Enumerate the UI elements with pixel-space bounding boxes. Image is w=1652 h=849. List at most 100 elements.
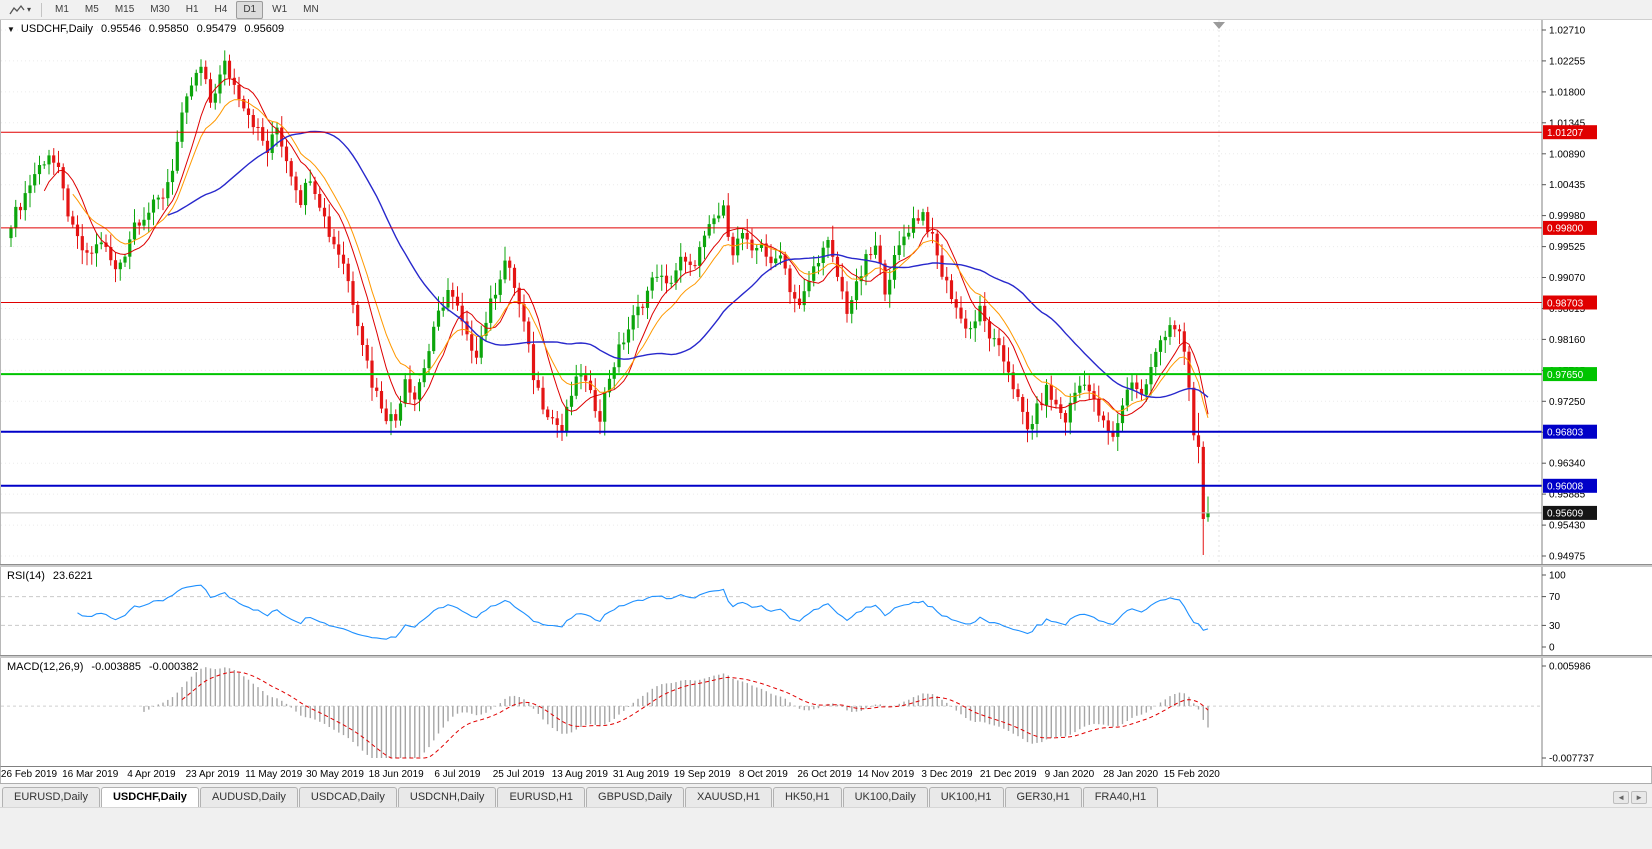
macd-chart-canvas[interactable]: 0.005986 -0.007737 bbox=[1, 658, 1652, 766]
panel-splitter[interactable] bbox=[0, 655, 1652, 658]
date-label: 25 Jul 2019 bbox=[492, 769, 545, 780]
tab-gbpusd-daily[interactable]: GBPUSD,Daily bbox=[586, 787, 684, 807]
tab-usdcnh-daily[interactable]: USDCNH,Daily bbox=[397, 787, 497, 807]
tab-usdcad-daily[interactable]: USDCAD,Daily bbox=[298, 787, 397, 807]
svg-text:0.99070: 0.99070 bbox=[1549, 273, 1586, 284]
date-label: 21 Dec 2019 bbox=[979, 769, 1037, 780]
rsi-label: RSI(14) bbox=[7, 570, 45, 582]
chart-title: ▼ USDCHF,Daily 0.95546 0.95850 0.95479 0… bbox=[7, 23, 284, 35]
status-bar bbox=[0, 807, 1652, 849]
tab-scroll-left-button[interactable]: ◄ bbox=[1613, 791, 1630, 804]
date-label: 8 Oct 2019 bbox=[738, 769, 788, 780]
tab-eurusd-daily[interactable]: EURUSD,Daily bbox=[2, 787, 100, 807]
tab-ger30-h1[interactable]: GER30,H1 bbox=[1004, 787, 1082, 807]
chart-tab-bar: EURUSD,Daily USDCHF,Daily AUDUSD,Daily USDC… bbox=[0, 783, 1652, 807]
timeframe-button-m1[interactable]: M1 bbox=[55, 3, 69, 15]
svg-text:1.00435: 1.00435 bbox=[1549, 180, 1586, 191]
svg-text:0.94975: 0.94975 bbox=[1549, 552, 1586, 563]
svg-text:30: 30 bbox=[1549, 621, 1561, 632]
date-label: 28 Jan 2020 bbox=[1103, 769, 1159, 780]
svg-text:0.96008: 0.96008 bbox=[1547, 482, 1584, 493]
date-label: 9 Jan 2020 bbox=[1044, 769, 1095, 780]
macd-label: MACD(12,26,9) bbox=[7, 661, 84, 673]
macd-signal-value: -0.000382 bbox=[148, 661, 199, 673]
svg-text:1.02710: 1.02710 bbox=[1549, 26, 1586, 37]
date-label: 18 Jun 2019 bbox=[368, 769, 424, 780]
timeframe-buttons: M1 M5 M15 M30 H1 H4 D1 W1 MN bbox=[48, 0, 326, 19]
tab-eurusd-h1[interactable]: EURUSD,H1 bbox=[497, 787, 586, 807]
tab-uk100-daily[interactable]: UK100,Daily bbox=[842, 787, 928, 807]
svg-text:0.97250: 0.97250 bbox=[1549, 397, 1586, 408]
main-chart-panel[interactable]: ▼ USDCHF,Daily 0.95546 0.95850 0.95479 0… bbox=[0, 20, 1652, 564]
svg-text:0.95609: 0.95609 bbox=[1547, 509, 1584, 520]
svg-text:0.98703: 0.98703 bbox=[1547, 298, 1584, 309]
svg-text:1.01207: 1.01207 bbox=[1547, 128, 1584, 139]
tab-xauusd-h1[interactable]: XAUUSD,H1 bbox=[684, 787, 772, 807]
svg-text:70: 70 bbox=[1549, 592, 1561, 603]
timeframe-button-w1[interactable]: W1 bbox=[272, 3, 288, 15]
timeframe-button-m30[interactable]: M30 bbox=[150, 3, 170, 15]
ohlc-high: 0.95850 bbox=[148, 23, 189, 35]
toolbar: ▾ M1 M5 M15 M30 H1 H4 D1 W1 MN bbox=[0, 0, 1652, 20]
timeframe-button-mn[interactable]: MN bbox=[303, 3, 319, 15]
date-label: 16 Mar 2019 bbox=[62, 769, 119, 780]
date-label: 26 Feb 2019 bbox=[0, 769, 58, 780]
rsi-value: 23.6221 bbox=[52, 570, 93, 582]
timeframe-button-d1[interactable]: D1 bbox=[236, 0, 264, 19]
svg-text:0.96340: 0.96340 bbox=[1549, 459, 1586, 470]
tab-uk100-h1[interactable]: UK100,H1 bbox=[928, 787, 1004, 807]
date-axis[interactable]: 26 Feb 2019 16 Mar 2019 4 Apr 2019 23 Apr 2… bbox=[0, 766, 1652, 783]
date-label: 13 Aug 2019 bbox=[551, 769, 608, 780]
price-chart-canvas[interactable]: 1.02710 1.02255 1.01800 1.01345 1.00890 1.004… bbox=[1, 20, 1652, 564]
date-label: 11 May 2019 bbox=[245, 769, 303, 780]
svg-text:0.96803: 0.96803 bbox=[1547, 428, 1584, 439]
svg-text:0.99980: 0.99980 bbox=[1549, 211, 1586, 222]
date-label: 23 Apr 2019 bbox=[185, 769, 240, 780]
timeframe-button-m15[interactable]: M15 bbox=[114, 3, 135, 15]
timeframe-button-h1[interactable]: H1 bbox=[185, 3, 199, 15]
line-chart-icon bbox=[9, 4, 25, 14]
svg-text:0.99525: 0.99525 bbox=[1549, 242, 1586, 253]
tab-audusd-daily[interactable]: AUDUSD,Daily bbox=[199, 787, 298, 807]
tab-scroll-controls: ◄ ► bbox=[1610, 791, 1650, 807]
svg-text:0: 0 bbox=[1549, 643, 1555, 654]
toolbar-separator bbox=[41, 2, 43, 17]
macd-title: MACD(12,26,9) -0.003885 -0.000382 bbox=[7, 661, 199, 673]
timeframe-button-h4[interactable]: H4 bbox=[214, 3, 228, 15]
svg-text:100: 100 bbox=[1549, 571, 1566, 582]
date-label: 15 Feb 2020 bbox=[1163, 769, 1220, 780]
chevron-down-icon: ▾ bbox=[27, 4, 32, 14]
svg-text:1.01800: 1.01800 bbox=[1549, 87, 1586, 98]
svg-text:0.005986: 0.005986 bbox=[1549, 662, 1591, 673]
panel-splitter[interactable] bbox=[0, 564, 1652, 567]
macd-panel[interactable]: MACD(12,26,9) -0.003885 -0.000382 0.0059… bbox=[0, 658, 1652, 766]
date-label: 26 Oct 2019 bbox=[797, 769, 852, 780]
svg-text:0.95885: 0.95885 bbox=[1549, 490, 1586, 501]
ohlc-open: 0.95546 bbox=[101, 23, 141, 35]
tab-fra40-h1[interactable]: FRA40,H1 bbox=[1082, 787, 1159, 807]
ohlc-close: 0.95609 bbox=[244, 23, 285, 35]
svg-text:1.01345: 1.01345 bbox=[1549, 118, 1586, 129]
date-label: 4 Apr 2019 bbox=[127, 769, 176, 780]
chart-symbol: USDCHF,Daily bbox=[20, 23, 94, 35]
tab-hk50-h1[interactable]: HK50,H1 bbox=[772, 787, 842, 807]
rsi-chart-canvas[interactable]: 100 70 30 0 bbox=[1, 567, 1652, 655]
timeframe-button-m5[interactable]: M5 bbox=[84, 3, 99, 15]
date-label: 14 Nov 2019 bbox=[857, 769, 915, 780]
date-label: 31 Aug 2019 bbox=[612, 769, 670, 780]
svg-text:1.00890: 1.00890 bbox=[1549, 149, 1586, 160]
chart-type-button[interactable]: ▾ bbox=[5, 3, 35, 17]
tab-usdchf-daily[interactable]: USDCHF,Daily bbox=[100, 787, 199, 807]
tab-scroll-right-button[interactable]: ► bbox=[1631, 791, 1647, 804]
date-label: 30 May 2019 bbox=[306, 769, 364, 780]
date-label: 3 Dec 2019 bbox=[921, 769, 973, 780]
ohlc-low: 0.95479 bbox=[196, 23, 237, 35]
rsi-panel[interactable]: RSI(14) 23.6221 100 70 30 0 bbox=[0, 567, 1652, 655]
one-click-trading-arrow-icon[interactable]: ▼ bbox=[7, 24, 15, 34]
svg-text:1.02255: 1.02255 bbox=[1549, 56, 1586, 67]
date-label: 6 Jul 2019 bbox=[434, 769, 481, 780]
date-label: 19 Sep 2019 bbox=[673, 769, 731, 780]
svg-text:0.95430: 0.95430 bbox=[1549, 521, 1586, 532]
svg-text:0.97650: 0.97650 bbox=[1547, 370, 1584, 381]
chart-tabs: EURUSD,Daily USDCHF,Daily AUDUSD,Daily USDC… bbox=[2, 787, 1610, 807]
